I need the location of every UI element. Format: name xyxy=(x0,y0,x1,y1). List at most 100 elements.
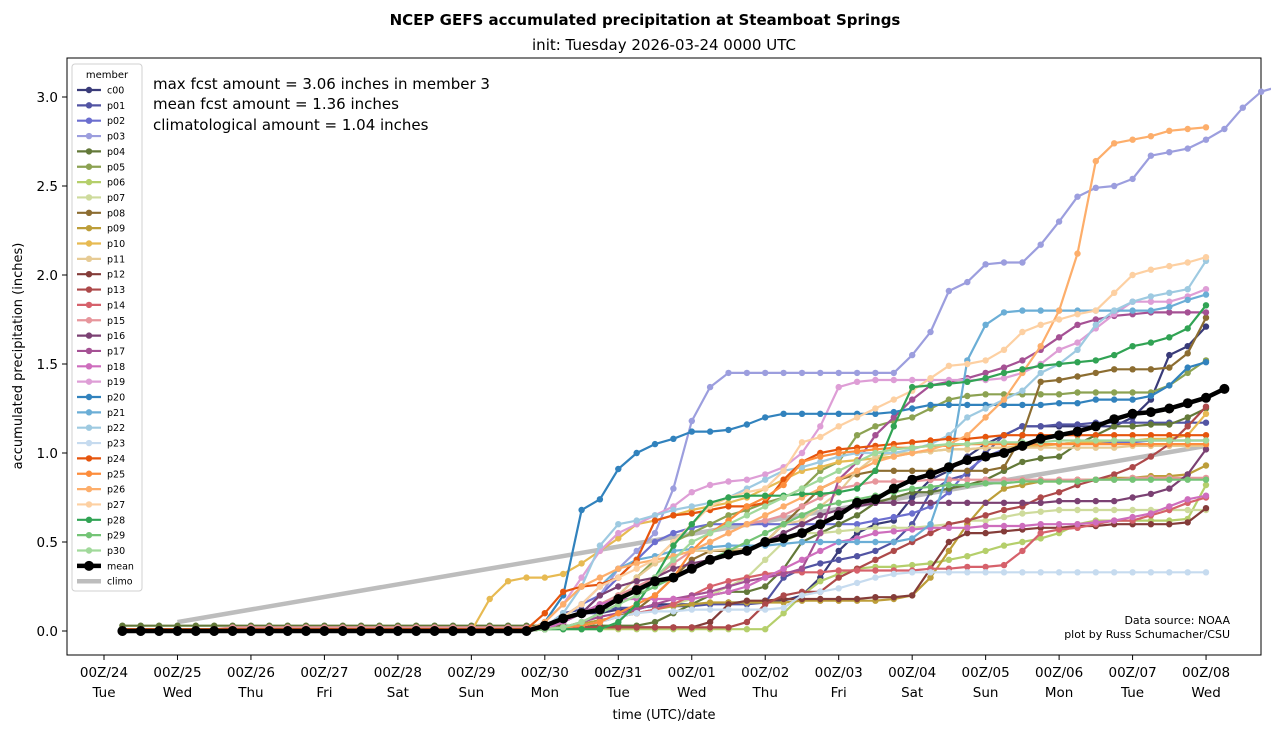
mean-point xyxy=(907,474,918,485)
y-tick-label: 1.5 xyxy=(37,357,58,373)
data-point-p19 xyxy=(798,449,806,457)
data-point-p21 xyxy=(927,521,934,528)
data-point-p08 xyxy=(1055,376,1063,384)
mean-point xyxy=(154,626,165,636)
data-point-p03 xyxy=(964,278,971,286)
data-point-p07 xyxy=(1092,506,1100,514)
data-point-p29 xyxy=(1202,476,1210,483)
data-point-p24 xyxy=(651,517,659,524)
data-point-p23 xyxy=(798,592,806,599)
data-point-p27 xyxy=(1166,262,1173,270)
data-point-p26 xyxy=(909,449,916,457)
data-point-p19 xyxy=(1055,346,1063,353)
author-credit: plot by Russ Schumacher/CSU xyxy=(1064,628,1230,641)
legend-item-p22: p22 xyxy=(77,423,125,434)
mean-point xyxy=(650,576,660,587)
legend-marker xyxy=(85,271,93,278)
data-point-p28 xyxy=(1019,366,1026,373)
data-point-p12 xyxy=(909,592,916,599)
y-axis-label: accumulated precipitation (inches) xyxy=(11,243,26,470)
legend-item-p21: p21 xyxy=(77,408,125,419)
data-point-p29 xyxy=(1092,476,1100,483)
data-point-p18 xyxy=(780,565,787,572)
data-point-p06 xyxy=(909,561,916,569)
data-point-p21 xyxy=(1184,296,1191,304)
data-point-p10 xyxy=(504,578,512,585)
data-point-p10 xyxy=(541,574,548,581)
mean-point xyxy=(411,626,422,636)
data-point-p20 xyxy=(596,496,604,503)
data-point-p30 xyxy=(890,446,897,453)
x-tick-label-time: 00Z/08 xyxy=(1182,665,1230,681)
mean-point xyxy=(1164,403,1175,414)
data-point-p02 xyxy=(909,510,916,517)
data-point-p26 xyxy=(688,547,695,555)
data-point-p12 xyxy=(982,529,989,537)
mean-point xyxy=(190,626,201,636)
data-point-p08 xyxy=(982,467,989,474)
data-point-p27 xyxy=(1019,328,1026,336)
data-point-p27 xyxy=(835,423,842,430)
data-point-p07 xyxy=(1055,506,1063,514)
legend-marker xyxy=(85,485,93,493)
data-point-p18 xyxy=(688,595,695,603)
data-point-p14 xyxy=(1055,526,1063,533)
data-point-p27 xyxy=(1092,307,1100,314)
data-point-p21 xyxy=(909,535,916,542)
data-point-p29 xyxy=(1184,476,1191,483)
data-point-p28 xyxy=(1111,351,1118,359)
data-point-p22 xyxy=(1166,289,1173,296)
x-tick-label-time: 00Z/05 xyxy=(962,665,1010,681)
legend-item-p23: p23 xyxy=(77,439,125,450)
data-point-p24 xyxy=(945,435,953,442)
mean-point xyxy=(558,613,569,624)
data-point-p06 xyxy=(780,610,787,617)
y-tick-label: 0.5 xyxy=(37,535,58,551)
data-point-p26 xyxy=(615,565,622,572)
data-point-p21 xyxy=(835,538,842,546)
data-point-p23 xyxy=(982,569,989,576)
data-point-p16 xyxy=(1000,499,1008,506)
data-point-p16 xyxy=(670,565,677,572)
data-point-p22 xyxy=(1184,286,1191,293)
data-point-p29 xyxy=(909,485,916,492)
data-point-p06 xyxy=(743,626,751,633)
data-point-p15 xyxy=(780,512,787,519)
data-point-p05 xyxy=(872,423,879,430)
legend-item-p11: p11 xyxy=(77,254,125,265)
data-point-p15 xyxy=(964,476,971,483)
data-point-p18 xyxy=(1129,513,1136,521)
data-point-p13 xyxy=(872,556,879,563)
legend-item-p13: p13 xyxy=(77,285,125,296)
mean-point xyxy=(227,626,238,636)
data-point-p28 xyxy=(964,378,971,385)
legend-marker xyxy=(85,148,93,155)
legend-label: p07 xyxy=(107,193,125,204)
data-point-p17 xyxy=(1202,309,1210,316)
mean-point xyxy=(1054,430,1065,441)
stats-annotation: max fcst amount = 3.06 inches in member … xyxy=(153,75,490,134)
legend-label: c00 xyxy=(107,86,124,97)
data-point-p03 xyxy=(743,369,751,377)
data-point-p28 xyxy=(982,375,989,382)
data-point-p08 xyxy=(1092,369,1100,377)
data-point-p20 xyxy=(1092,396,1100,403)
data-point-p01 xyxy=(872,547,879,555)
data-point-p08 xyxy=(1000,464,1008,471)
data-point-p08 xyxy=(909,467,916,474)
data-point-p06 xyxy=(762,626,769,633)
data-point-p08 xyxy=(1147,366,1155,373)
data-point-p20 xyxy=(1202,359,1210,366)
climo-amount-text: climatological amount = 1.04 inches xyxy=(153,116,429,134)
data-point-p21 xyxy=(1037,307,1044,314)
mean-point xyxy=(760,537,771,547)
data-point-p23 xyxy=(964,569,971,576)
data-point-p22 xyxy=(762,476,769,483)
data-point-p27 xyxy=(1147,266,1155,273)
data-point-p19 xyxy=(872,376,879,384)
data-point-p03 xyxy=(982,261,989,268)
data-point-p22 xyxy=(1092,321,1100,328)
data-point-p20 xyxy=(670,435,677,442)
data-point-p29 xyxy=(1147,476,1155,483)
data-point-p11 xyxy=(964,446,971,453)
